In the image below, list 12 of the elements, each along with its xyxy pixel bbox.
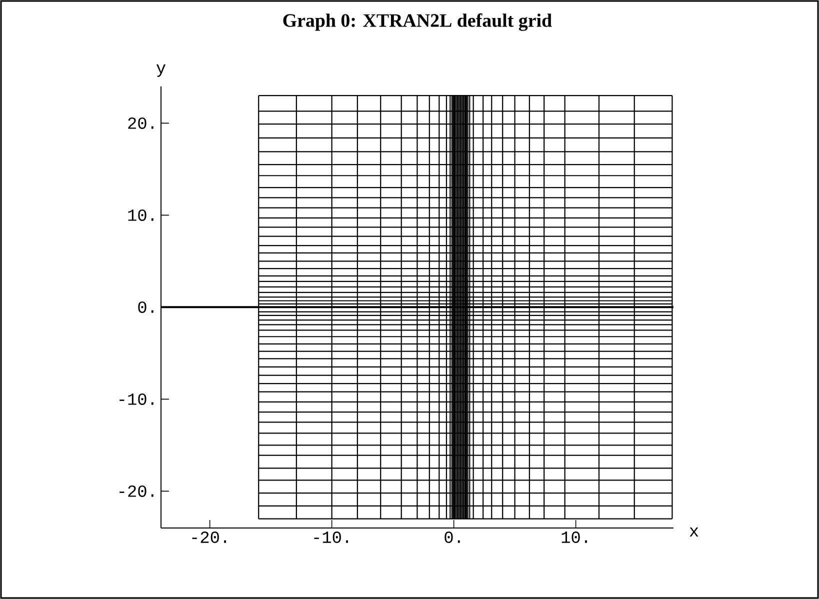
x-tick-label: 0. xyxy=(444,532,460,544)
y-axis-title: y xyxy=(156,64,166,77)
x-tick-label: -20. xyxy=(192,532,226,544)
y-tick-label: 20. xyxy=(128,117,154,129)
y-tick-label: -10. xyxy=(120,393,154,405)
x-tick-label: 10. xyxy=(562,532,587,544)
chart-title: Graph 0: XTRAN2L default grid xyxy=(283,13,552,31)
y-tick-label: -20. xyxy=(120,485,154,497)
y-tick-label: 10. xyxy=(128,209,154,221)
x-tick-label: -10. xyxy=(314,532,348,544)
x-axis-title: x xyxy=(690,528,698,536)
y-tick-label: 0. xyxy=(138,301,154,313)
